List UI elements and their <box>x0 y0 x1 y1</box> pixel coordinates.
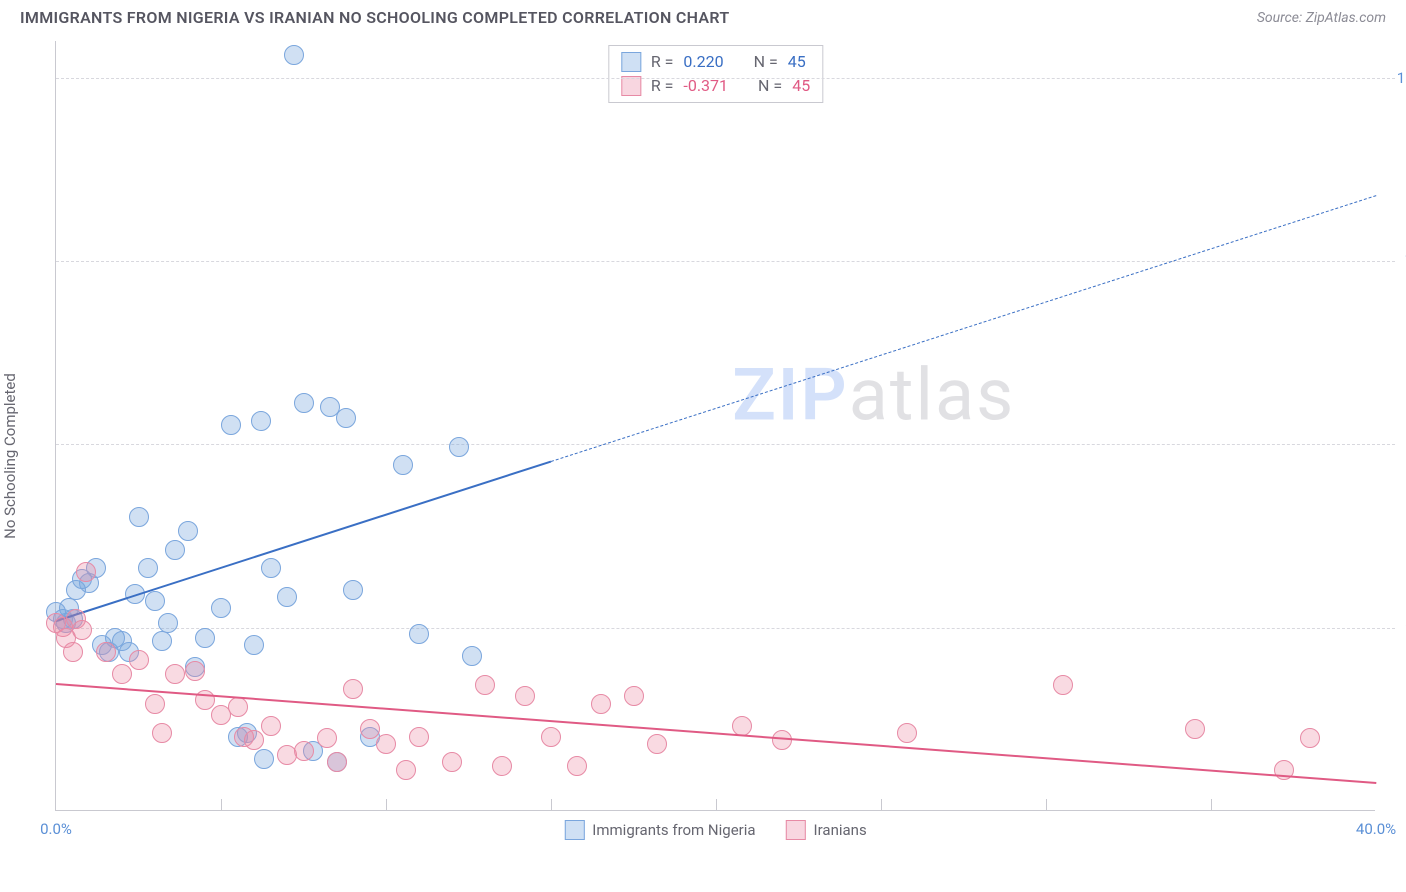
chart-header: IMMIGRANTS FROM NIGERIA VS IRANIAN NO SC… <box>0 0 1406 31</box>
gridline-h <box>56 628 1395 629</box>
data-point <box>63 642 83 662</box>
regression-line <box>551 195 1376 462</box>
source-attribution: Source: ZipAtlas.com <box>1257 10 1386 26</box>
data-point <box>541 727 561 747</box>
data-point <box>261 716 281 736</box>
data-point <box>145 694 165 714</box>
data-point <box>129 507 149 527</box>
data-point <box>897 723 917 743</box>
data-point <box>732 716 752 736</box>
legend-r-label: R = <box>651 50 674 74</box>
ytick-label: 10.0% <box>1397 69 1406 87</box>
data-point <box>376 734 396 754</box>
data-point <box>567 756 587 776</box>
data-point <box>145 591 165 611</box>
data-point <box>343 580 363 600</box>
data-point <box>178 521 198 541</box>
plot-area: ZIPatlas R = 0.220N = 45R = -0.371N = 45… <box>55 41 1375 811</box>
xtick-label: 40.0% <box>1356 820 1396 838</box>
gridline-v <box>881 799 882 811</box>
data-point <box>475 675 495 695</box>
data-point <box>158 613 178 633</box>
data-point <box>254 749 274 769</box>
data-point <box>515 686 535 706</box>
legend-n-label: N = <box>754 50 778 74</box>
gridline-v <box>1046 799 1047 811</box>
data-point <box>284 45 304 65</box>
xtick-label: 0.0% <box>40 820 72 838</box>
gridline-v <box>551 799 552 811</box>
y-axis-label: No Schooling Completed <box>1 373 19 539</box>
data-point <box>244 730 264 750</box>
data-point <box>327 752 347 772</box>
data-point <box>165 664 185 684</box>
data-point <box>591 694 611 714</box>
data-point <box>211 598 231 618</box>
gridline-v <box>1211 799 1212 811</box>
series-legend-item: Iranians <box>786 820 867 840</box>
data-point <box>72 620 92 640</box>
legend-swatch <box>621 76 641 96</box>
data-point <box>462 646 482 666</box>
data-point <box>129 650 149 670</box>
series-legend-label: Iranians <box>814 821 867 839</box>
data-point <box>442 752 462 772</box>
data-point <box>1185 719 1205 739</box>
gridline-v <box>716 799 717 811</box>
legend-swatch <box>786 820 806 840</box>
data-point <box>138 558 158 578</box>
data-point <box>317 728 337 748</box>
data-point <box>244 635 264 655</box>
data-point <box>165 540 185 560</box>
data-point <box>251 411 271 431</box>
data-point <box>152 723 172 743</box>
series-legend: Immigrants from Nigeria Iranians <box>564 820 866 840</box>
data-point <box>624 686 644 706</box>
regression-line <box>56 461 552 622</box>
chart-container: No Schooling Completed ZIPatlas R = 0.22… <box>0 31 1406 881</box>
legend-row: R = 0.220 N = 45 <box>621 50 810 74</box>
data-point <box>360 719 380 739</box>
data-point <box>195 628 215 648</box>
data-point <box>492 756 512 776</box>
correlation-legend: R = 0.220N = 45R = -0.371N = 45 <box>608 45 823 103</box>
series-legend-item: Immigrants from Nigeria <box>564 820 755 840</box>
gridline-v <box>386 799 387 811</box>
data-point <box>185 661 205 681</box>
data-point <box>96 642 116 662</box>
watermark: ZIPatlas <box>732 352 1015 437</box>
data-point <box>409 624 429 644</box>
data-point <box>343 679 363 699</box>
gridline-h <box>56 444 1395 445</box>
gridline-h <box>56 261 1395 262</box>
data-point <box>277 587 297 607</box>
data-point <box>336 408 356 428</box>
data-point <box>228 697 248 717</box>
data-point <box>772 730 792 750</box>
data-point <box>294 393 314 413</box>
legend-r-value: 0.220 <box>683 50 723 74</box>
series-legend-label: Immigrants from Nigeria <box>592 821 755 839</box>
gridline-h <box>56 78 1395 79</box>
data-point <box>221 415 241 435</box>
data-point <box>647 734 667 754</box>
data-point <box>396 760 416 780</box>
data-point <box>112 664 132 684</box>
legend-swatch <box>621 52 641 72</box>
data-point <box>294 741 314 761</box>
data-point <box>152 631 172 651</box>
legend-n-value: 45 <box>788 50 806 74</box>
data-point <box>76 562 96 582</box>
legend-swatch <box>564 820 584 840</box>
data-point <box>1300 728 1320 748</box>
data-point <box>393 455 413 475</box>
gridline-v <box>221 799 222 811</box>
data-point <box>261 558 281 578</box>
data-point <box>409 727 429 747</box>
data-point <box>1053 675 1073 695</box>
chart-title: IMMIGRANTS FROM NIGERIA VS IRANIAN NO SC… <box>20 8 729 27</box>
data-point <box>449 437 469 457</box>
